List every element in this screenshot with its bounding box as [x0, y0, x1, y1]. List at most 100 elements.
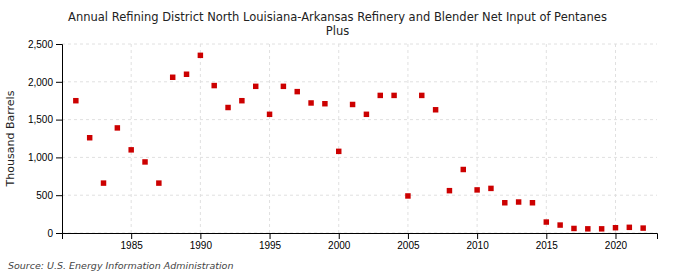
tick-mark — [56, 120, 62, 121]
grid-line — [338, 44, 339, 233]
y-tick: 500 — [36, 190, 62, 201]
point — [211, 83, 216, 88]
x-tick: 2015 — [536, 233, 559, 251]
point — [364, 112, 369, 117]
point — [336, 149, 341, 154]
point — [571, 226, 576, 231]
tick-label: 2005 — [397, 240, 420, 251]
point — [378, 93, 383, 98]
y-tick: 1,500 — [28, 114, 62, 125]
tick-mark — [56, 195, 62, 196]
x-tick: 2005 — [397, 233, 420, 251]
tick-label: 1,500 — [28, 114, 53, 125]
tick-mark — [477, 233, 478, 239]
tick-mark — [200, 233, 201, 239]
point — [101, 180, 106, 185]
point — [184, 72, 189, 77]
point — [502, 200, 507, 205]
point — [461, 167, 466, 172]
point — [433, 107, 438, 112]
point — [73, 98, 78, 103]
point — [128, 147, 133, 152]
point — [488, 186, 493, 191]
grid-line — [269, 44, 270, 233]
grid-line — [62, 81, 657, 82]
y-tick: 0 — [47, 228, 62, 239]
point — [640, 225, 645, 230]
point — [170, 75, 175, 80]
point — [419, 93, 424, 98]
point — [322, 101, 327, 106]
point — [156, 180, 161, 185]
tick-mark — [56, 233, 62, 234]
grid-line — [62, 195, 657, 196]
axis-line — [63, 234, 658, 240]
point — [544, 219, 549, 224]
tick-mark — [339, 233, 340, 239]
tick-label: 1,000 — [28, 152, 53, 163]
tick-mark — [131, 233, 132, 239]
x-tick: 1995 — [259, 233, 282, 251]
x-axis: 1985 1990 1995 2000 2005 2010 2015 2020 — [63, 233, 658, 251]
point — [281, 84, 286, 89]
tick-label: 1995 — [259, 240, 282, 251]
tick-label: 2010 — [466, 240, 489, 251]
tick-label: 2,500 — [28, 39, 53, 50]
title: Annual Refining District North Louisiana… — [68, 10, 607, 38]
grid-line — [62, 157, 657, 158]
point — [613, 225, 618, 230]
tick-label: 1990 — [190, 240, 213, 251]
grid-line — [546, 44, 547, 233]
tick-mark — [56, 157, 62, 158]
point — [239, 98, 244, 103]
point — [225, 105, 230, 110]
x-tick: 2000 — [328, 233, 351, 251]
y-axis-label: Thousand Barrels — [4, 90, 17, 187]
grid-line — [131, 44, 132, 233]
tick-label: 1985 — [121, 240, 144, 251]
tick-label: 2020 — [605, 240, 628, 251]
title-line: Plus — [326, 24, 349, 38]
point — [142, 159, 147, 164]
point — [474, 187, 479, 192]
point — [405, 193, 410, 198]
grid-line — [62, 119, 657, 120]
point — [447, 188, 452, 193]
point — [308, 100, 313, 105]
y-tick: 2,500 — [28, 39, 62, 50]
tick-mark — [56, 82, 62, 83]
grid-line — [477, 44, 478, 233]
x-tick: 1990 — [190, 233, 213, 251]
grid-line — [407, 44, 408, 233]
title-line: Annual Refining District North Louisiana… — [68, 10, 607, 24]
tick-label: 2,000 — [28, 77, 53, 88]
y-axis: 0 500 1,000 1,500 2,000 2,500 — [28, 39, 63, 239]
point — [115, 125, 120, 130]
point — [599, 226, 604, 231]
tick-mark — [56, 44, 62, 45]
tick-label: 500 — [36, 190, 53, 201]
point — [253, 84, 258, 89]
x-tick: 1985 — [121, 233, 144, 251]
points — [73, 53, 646, 232]
grid-line — [62, 44, 657, 45]
point — [87, 135, 92, 140]
point — [516, 199, 521, 204]
plot: 1985 1990 1995 2000 2005 2010 2015 2020 0 500 1,00… — [28, 39, 658, 251]
y-tick: 2,000 — [28, 77, 62, 88]
axis-line — [56, 45, 63, 234]
y-tick: 1,000 — [28, 152, 62, 163]
point — [557, 222, 562, 227]
point — [267, 112, 272, 117]
chart: Annual Refining District North Louisiana… — [0, 0, 675, 275]
tick-mark — [408, 233, 409, 239]
grid — [62, 44, 657, 233]
x-tick: 2010 — [466, 233, 489, 251]
annotation: Source: U.S. Energy Information Administ… — [8, 260, 233, 271]
point — [585, 226, 590, 231]
point — [294, 89, 299, 94]
tick-label: 2000 — [328, 240, 351, 251]
point — [627, 225, 632, 230]
point — [350, 102, 355, 107]
point — [198, 53, 203, 58]
